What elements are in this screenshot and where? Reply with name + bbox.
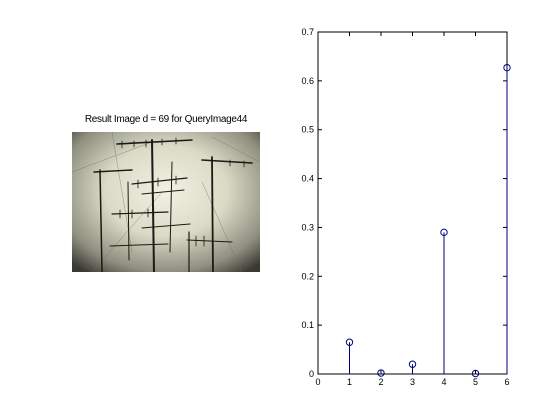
y-axis: 0 0.1 0.2 0.3 0.4 0.5 0.6 0.7 [301,27,507,379]
y-tick-label: 0.6 [301,76,314,86]
x-tick-label: 0 [315,377,320,387]
result-image [72,132,260,272]
stem-series [345,63,511,378]
x-tick-label: 4 [441,377,446,387]
y-tick-label: 0.1 [301,320,314,330]
y-tick-label: 0 [309,369,314,379]
y-tick-label: 0.3 [301,222,314,232]
y-tick-label: 0.7 [301,27,314,37]
y-tick-label: 0.5 [301,125,314,135]
stem-marker [471,369,480,378]
x-tick-label: 3 [410,377,415,387]
stem-marker [503,63,511,72]
stem-marker [345,338,354,346]
stem-marker [377,369,385,377]
plot-area [317,31,508,375]
stem-marker [440,228,448,237]
y-tick-label: 0.4 [301,174,314,184]
x-tick-label: 6 [504,377,509,387]
stem-marker [408,360,417,368]
x-tick-label: 5 [473,377,478,387]
x-tick-label: 1 [347,377,352,387]
x-tick-label: 2 [378,377,383,387]
image-title: Result Image d = 69 for QueryImage44 [84,114,248,125]
y-tick-label: 0.2 [301,271,314,281]
